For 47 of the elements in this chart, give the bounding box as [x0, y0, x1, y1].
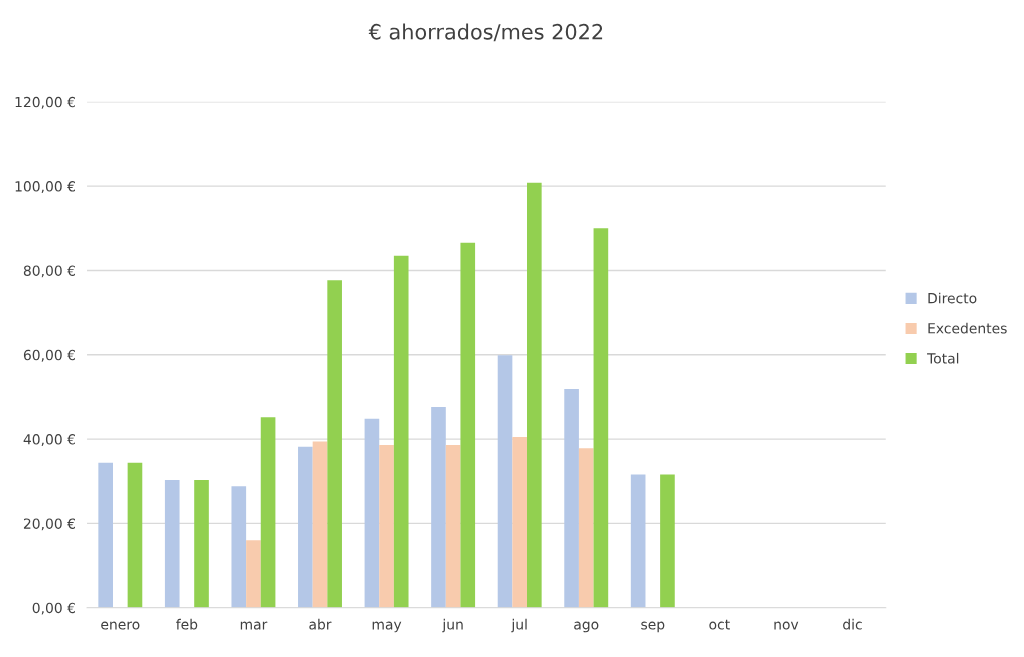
x-tick-label: jun [442, 618, 463, 633]
bar [527, 182, 542, 608]
x-tick-label: may [372, 621, 402, 633]
bar [445, 445, 461, 608]
bar [364, 418, 380, 608]
bar [98, 462, 113, 608]
bar [593, 228, 609, 608]
bar [564, 388, 579, 608]
bar [298, 446, 313, 608]
legend-label: Directo [928, 292, 977, 304]
bar [164, 479, 180, 608]
x-tick-label: abr [309, 618, 332, 630]
y-tick-label: 120,00 € [15, 96, 76, 109]
bar [630, 474, 646, 608]
bar [497, 355, 513, 608]
bar [512, 436, 527, 608]
y-tick-label: 40,00 € [23, 434, 76, 446]
y-tick-label: 60,00 € [23, 349, 76, 362]
bar [312, 441, 328, 608]
x-tick-label: oct [709, 619, 730, 630]
legend-label: Total [927, 352, 959, 364]
y-tick-label: 100,00 € [15, 181, 76, 194]
bar [660, 474, 675, 608]
x-tick-label: ago [574, 621, 599, 633]
bar [327, 280, 342, 608]
bar [393, 255, 409, 608]
bar [127, 462, 143, 608]
x-tick-label: jul [511, 618, 527, 633]
bar [194, 479, 209, 608]
x-tick-label: mar [240, 621, 268, 630]
y-tick-label: 80,00 € [23, 265, 76, 278]
bar [460, 242, 476, 608]
x-tick-label: nov [774, 621, 799, 630]
x-tick-label: enero [101, 621, 140, 630]
bar [260, 417, 276, 608]
y-tick-label: 0,00 € [32, 602, 76, 615]
legend-label: Excedentes [928, 322, 1007, 334]
bar [431, 407, 446, 608]
chart-title: € ahorrados/mes 2022 [368, 23, 603, 42]
y-tick-label: 20,00 € [23, 518, 76, 531]
bar [246, 540, 261, 608]
x-tick-label: sep [641, 621, 665, 633]
x-tick-label: dic [843, 618, 862, 630]
bar [231, 486, 247, 608]
x-tick-label: feb [176, 618, 198, 630]
bar [379, 445, 394, 608]
bar [578, 448, 594, 608]
